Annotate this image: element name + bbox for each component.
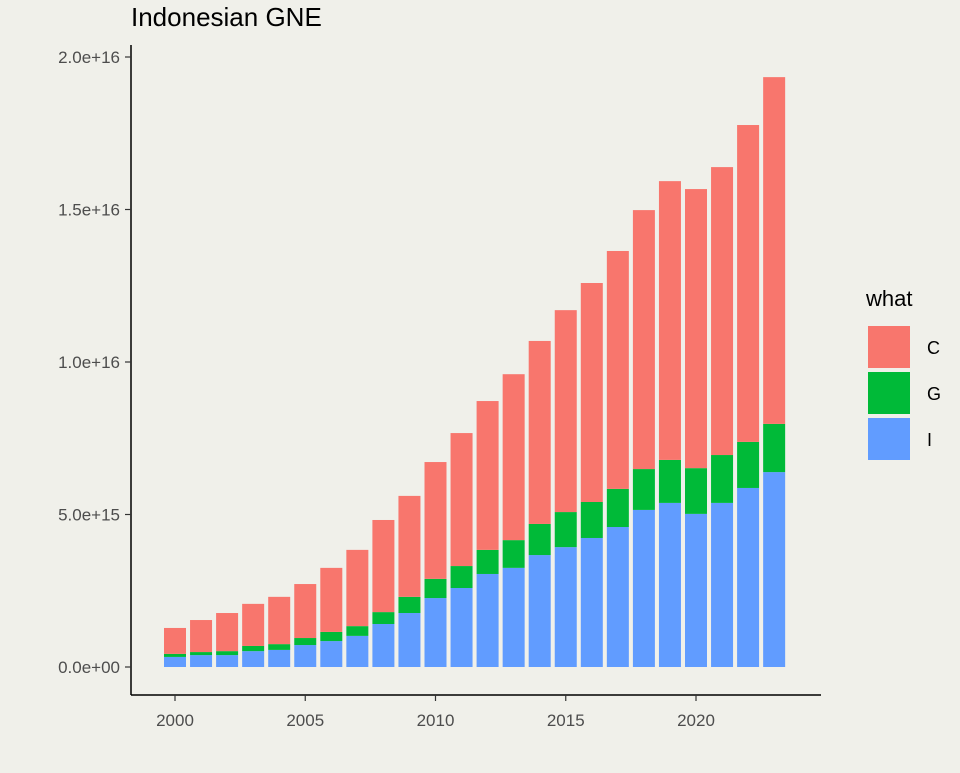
bar-G-2004 <box>268 644 291 650</box>
bar-C-2003 <box>242 603 265 646</box>
x-tick-label: 2010 <box>417 711 455 730</box>
bar-G-2014 <box>528 523 551 556</box>
bar-I-2020 <box>685 513 707 667</box>
bar-G-2006 <box>320 631 343 642</box>
bars-group <box>164 77 786 667</box>
bar-I-2002 <box>216 655 239 667</box>
bar-G-2017 <box>606 488 629 528</box>
legend-label-G: G <box>927 384 941 404</box>
bar-G-2007 <box>346 626 369 636</box>
bar-I-2017 <box>606 527 629 667</box>
bar-C-2010 <box>424 462 447 579</box>
bar-I-2009 <box>398 613 421 667</box>
x-tick-label: 2015 <box>547 711 585 730</box>
bar-C-2005 <box>294 584 317 639</box>
legend-label-I: I <box>927 430 932 450</box>
bar-I-2000 <box>164 656 186 667</box>
bar-C-2020 <box>685 189 707 469</box>
bar-G-2013 <box>502 540 525 568</box>
y-tick-label: 0.0e+00 <box>58 658 120 677</box>
bar-I-2021 <box>711 502 734 667</box>
bar-I-2016 <box>580 537 603 667</box>
bar-I-2018 <box>632 509 655 667</box>
bar-I-2001 <box>190 655 213 667</box>
bar-G-2000 <box>164 653 186 657</box>
bar-G-2021 <box>711 455 734 503</box>
y-tick-label: 5.0e+15 <box>58 506 120 525</box>
x-tick-label: 2000 <box>156 711 194 730</box>
bar-I-2003 <box>242 651 265 667</box>
bar-C-2022 <box>737 125 760 442</box>
bar-G-2018 <box>632 469 655 510</box>
bar-C-2021 <box>711 167 734 456</box>
y-axis-ticks: 0.0e+00 5.0e+15 1.0e+16 1.5e+16 2.0e+16 <box>58 48 131 677</box>
bar-I-2005 <box>294 645 317 667</box>
bar-I-2019 <box>658 502 681 667</box>
bar-C-2008 <box>372 519 395 613</box>
bar-C-2012 <box>476 401 499 550</box>
bar-C-2009 <box>398 495 421 597</box>
x-axis-ticks: 2000 2005 2010 2015 2020 <box>156 695 715 730</box>
bar-I-2023 <box>763 472 786 667</box>
legend-title: what <box>865 286 912 311</box>
x-tick-label: 2005 <box>286 711 324 730</box>
bar-I-2015 <box>554 547 577 667</box>
bar-G-2020 <box>685 468 707 514</box>
bar-G-2001 <box>190 652 213 656</box>
legend-key-G <box>868 372 910 414</box>
bar-C-2007 <box>346 549 369 627</box>
bar-I-2011 <box>450 588 473 667</box>
legend-key-C <box>868 326 910 368</box>
y-tick-label: 1.0e+16 <box>58 353 120 372</box>
bar-C-2016 <box>580 283 603 502</box>
legend-key-I <box>868 418 910 460</box>
bar-I-2022 <box>737 487 760 667</box>
bar-C-2011 <box>450 433 473 567</box>
bar-I-2013 <box>502 567 525 667</box>
bar-I-2010 <box>424 598 447 667</box>
bar-C-2017 <box>606 250 629 489</box>
bar-G-2019 <box>658 459 681 503</box>
bar-I-2012 <box>476 573 499 667</box>
bar-G-2010 <box>424 578 447 599</box>
bar-G-2002 <box>216 651 239 656</box>
bar-I-2014 <box>528 555 551 667</box>
bar-C-2002 <box>216 613 239 652</box>
bar-G-2011 <box>450 566 473 589</box>
bar-G-2012 <box>476 549 499 574</box>
bar-C-2000 <box>164 627 186 654</box>
bar-G-2009 <box>398 596 421 614</box>
legend-label-C: C <box>927 338 940 358</box>
bar-G-2003 <box>242 645 265 652</box>
bar-C-2019 <box>658 181 681 460</box>
legend: what C G I <box>865 286 941 460</box>
bar-I-2006 <box>320 641 343 667</box>
bar-G-2022 <box>737 441 760 488</box>
bar-C-2013 <box>502 374 525 541</box>
bar-C-2018 <box>632 210 655 470</box>
bar-G-2008 <box>372 612 395 624</box>
y-tick-label: 2.0e+16 <box>58 48 120 67</box>
bar-C-2006 <box>320 567 343 632</box>
y-tick-label: 1.5e+16 <box>58 201 120 220</box>
bar-C-2015 <box>554 310 577 513</box>
bar-C-2023 <box>763 77 786 424</box>
bar-I-2008 <box>372 623 395 667</box>
bar-C-2004 <box>268 596 291 645</box>
bar-C-2014 <box>528 340 551 524</box>
bar-I-2007 <box>346 635 369 667</box>
bar-G-2023 <box>763 423 786 473</box>
x-tick-label: 2020 <box>677 711 715 730</box>
chart-title: Indonesian GNE <box>131 2 322 32</box>
bar-C-2001 <box>190 620 213 653</box>
bar-I-2004 <box>268 649 291 667</box>
bar-G-2005 <box>294 638 317 646</box>
bar-G-2015 <box>554 512 577 548</box>
bar-G-2016 <box>580 501 603 538</box>
